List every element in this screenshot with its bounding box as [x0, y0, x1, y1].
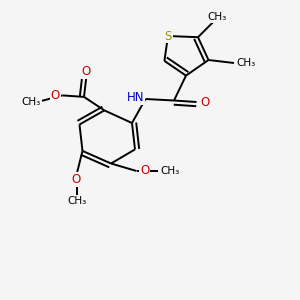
- Text: O: O: [51, 89, 60, 102]
- Text: CH₃: CH₃: [160, 166, 179, 176]
- Text: CH₃: CH₃: [207, 12, 226, 22]
- Text: S: S: [164, 29, 172, 43]
- Text: O: O: [140, 164, 149, 178]
- Text: O: O: [72, 173, 81, 186]
- Text: CH₃: CH₃: [21, 97, 40, 107]
- Text: CH₃: CH₃: [67, 196, 86, 206]
- Text: HN: HN: [127, 91, 144, 104]
- Text: CH₃: CH₃: [236, 58, 256, 68]
- Text: O: O: [200, 95, 209, 109]
- Text: O: O: [82, 64, 91, 78]
